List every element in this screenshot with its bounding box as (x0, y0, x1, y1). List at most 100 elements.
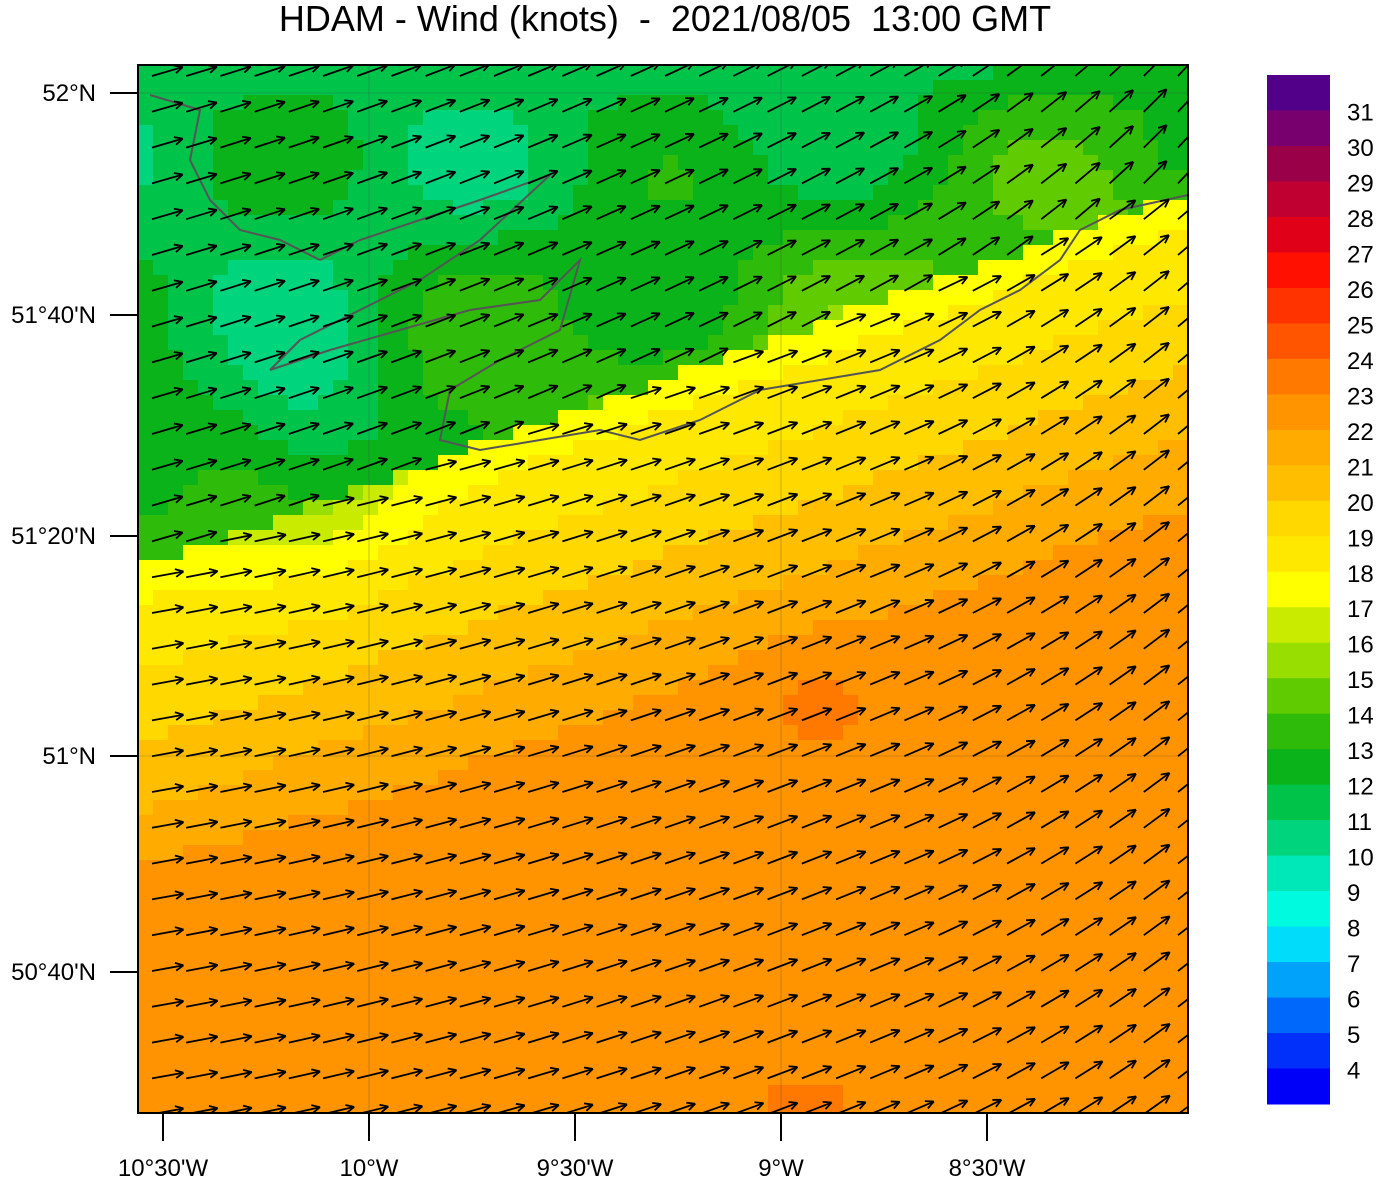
field-cell (303, 575, 319, 591)
field-cell (843, 545, 859, 561)
field-cell (153, 1025, 169, 1041)
field-cell (558, 590, 574, 606)
field-cell (213, 545, 229, 561)
field-cell (1083, 305, 1099, 321)
field-cell (858, 800, 874, 816)
field-cell (1083, 965, 1099, 981)
field-cell (1173, 995, 1188, 1011)
field-cell (903, 80, 919, 96)
field-cell (828, 575, 844, 591)
field-cell (783, 905, 799, 921)
field-cell (408, 470, 424, 486)
field-cell (648, 695, 664, 711)
field-cell (573, 695, 589, 711)
field-cell (693, 650, 709, 666)
field-cell (363, 485, 379, 501)
field-cell (1128, 1010, 1144, 1026)
field-cell (213, 245, 229, 261)
field-cell (723, 245, 739, 261)
field-cell (633, 395, 649, 411)
field-cell (1008, 830, 1024, 846)
field-cell (453, 830, 469, 846)
field-cell (873, 605, 889, 621)
field-cell (318, 905, 334, 921)
field-cell (888, 1040, 904, 1056)
field-cell (288, 545, 304, 561)
field-cell (423, 995, 439, 1011)
field-cell (783, 155, 799, 171)
field-cell (1113, 380, 1129, 396)
field-cell (243, 410, 259, 426)
field-cell (633, 200, 649, 216)
field-cell (588, 620, 604, 636)
field-cell (243, 800, 259, 816)
field-cell (1068, 575, 1084, 591)
field-cell (738, 905, 754, 921)
field-cell (753, 365, 769, 381)
field-cell (138, 125, 154, 141)
field-cell (828, 620, 844, 636)
field-cell (393, 380, 409, 396)
field-cell (588, 125, 604, 141)
field-cell (693, 65, 709, 81)
field-cell (753, 95, 769, 111)
field-cell (858, 185, 874, 201)
field-cell (1008, 1010, 1024, 1026)
field-cell (138, 995, 154, 1011)
field-cell (798, 290, 814, 306)
field-cell (408, 1010, 424, 1026)
field-cell (468, 650, 484, 666)
field-cell (888, 560, 904, 576)
field-cell (363, 590, 379, 606)
field-cell (663, 155, 679, 171)
field-cell (858, 950, 874, 966)
field-cell (903, 875, 919, 891)
field-cell (513, 875, 529, 891)
field-cell (1008, 260, 1024, 276)
field-cell (1173, 170, 1188, 186)
field-cell (663, 905, 679, 921)
field-cell (318, 365, 334, 381)
field-cell (228, 200, 244, 216)
field-cell (858, 560, 874, 576)
field-cell (753, 785, 769, 801)
field-cell (648, 605, 664, 621)
field-cell (633, 875, 649, 891)
field-cell (918, 320, 934, 336)
field-cell (1038, 80, 1054, 96)
field-cell (858, 110, 874, 126)
field-cell (963, 485, 979, 501)
field-cell (1113, 290, 1129, 306)
field-cell (138, 740, 154, 756)
field-cell (438, 905, 454, 921)
field-cell (1143, 965, 1159, 981)
field-cell (1173, 380, 1188, 396)
field-cell (483, 320, 499, 336)
field-cell (483, 680, 499, 696)
field-cell (708, 230, 724, 246)
field-cell (783, 575, 799, 591)
field-cell (1053, 965, 1069, 981)
field-cell (948, 185, 964, 201)
field-cell (513, 1010, 529, 1026)
field-cell (1068, 395, 1084, 411)
field-cell (618, 965, 634, 981)
field-cell (813, 605, 829, 621)
field-cell (498, 575, 514, 591)
field-cell (1128, 380, 1144, 396)
field-cell (153, 1055, 169, 1071)
field-cell (1113, 230, 1129, 246)
field-cell (318, 830, 334, 846)
field-cell (1098, 680, 1114, 696)
field-cell (1023, 575, 1039, 591)
field-cell (1008, 665, 1024, 681)
field-cell (453, 95, 469, 111)
field-cell (258, 800, 274, 816)
field-cell (468, 215, 484, 231)
field-cell (933, 845, 949, 861)
field-cell (438, 155, 454, 171)
field-cell (828, 185, 844, 201)
field-cell (213, 590, 229, 606)
field-cell (783, 860, 799, 876)
field-cell (603, 935, 619, 951)
